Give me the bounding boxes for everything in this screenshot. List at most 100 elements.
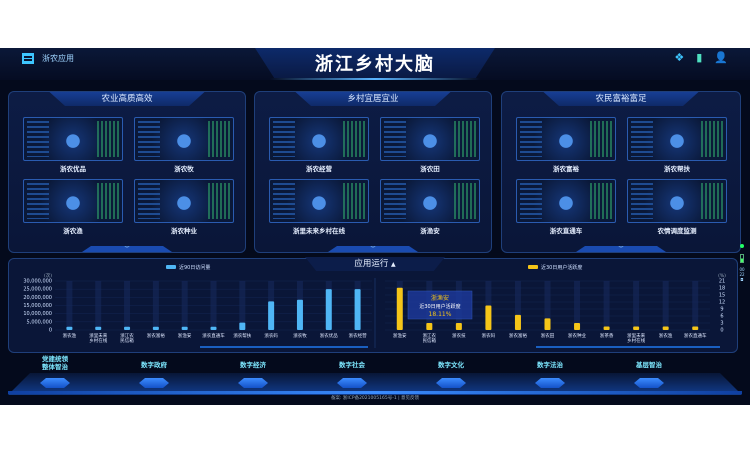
apps-button[interactable]: 浙农应用 <box>22 53 74 64</box>
bar-track <box>544 281 551 330</box>
panel-title: 农业高质高效 <box>49 92 205 106</box>
y-tick-label: 10,000,000 <box>23 311 52 317</box>
title-banner <box>255 48 495 78</box>
app-thumbnail <box>269 179 369 223</box>
y-tick-label: 3 <box>720 321 723 327</box>
divider <box>270 78 480 80</box>
user-icon[interactable]: 👤 <box>714 51 728 64</box>
x-tick-label: 浙农富裕 <box>147 332 165 339</box>
app-thumbnail <box>269 117 369 161</box>
battery-icon <box>740 254 744 263</box>
y-tick-label: 20,000,000 <box>23 295 52 301</box>
bar-track <box>66 281 73 330</box>
app-card[interactable]: 浙里未来乡村在线 <box>269 179 369 235</box>
expand-chevron-icon[interactable]: ︾ <box>328 246 418 252</box>
app-card[interactable]: 浙农经营 <box>269 117 369 173</box>
app-card[interactable]: 浙农田 <box>380 117 480 173</box>
app-card-label: 浙农帮扶 <box>664 165 690 173</box>
app-thumbnail <box>380 117 480 161</box>
scrollbar[interactable] <box>536 346 720 348</box>
status-dot <box>740 244 744 248</box>
x-tick-label: 浙农渔 <box>63 332 77 339</box>
x-tick-label: 浙农优品 <box>320 332 338 339</box>
app-card-label: 浙农优品 <box>60 165 86 173</box>
y-tick-label: 30,000,000 <box>23 279 52 285</box>
x-tick-label: 浙里未来乡村在线 <box>627 332 645 344</box>
x-tick-label: 浙农牧 <box>293 332 307 339</box>
expand-chevron-icon[interactable]: ︾ <box>576 246 666 252</box>
app-card[interactable]: 浙农种业 <box>134 179 234 235</box>
x-tick-label: 浙江农民信箱 <box>120 332 134 344</box>
legend-swatch <box>528 265 538 269</box>
app-card[interactable]: 浙农牧 <box>134 117 234 173</box>
bar <box>325 289 332 330</box>
app-card[interactable]: 浙农优品 <box>23 117 123 173</box>
app-card[interactable]: 农情调度监测 <box>627 179 727 235</box>
app-card-label: 浙农牧 <box>174 165 194 173</box>
app-card[interactable]: 浙渔安 <box>380 179 480 235</box>
tooltip-title: 浙渔安 <box>431 294 449 302</box>
bar-track <box>95 281 102 330</box>
tooltip-label: 近30日用户活跃度 <box>419 303 460 310</box>
y-tick-label: 0 <box>720 328 723 334</box>
app-card[interactable]: 浙农帮扶 <box>627 117 727 173</box>
nav-pedestal-icon <box>139 378 169 388</box>
section-title-text: 应用运行 <box>354 259 389 269</box>
x-tick-label: 浙渔安 <box>393 332 407 339</box>
app-card-label: 浙里未来乡村在线 <box>293 227 345 235</box>
nav-stage-edge <box>8 391 742 394</box>
y-tick-label: 18 <box>719 286 725 292</box>
app-card[interactable]: 浙农直通车 <box>516 179 616 235</box>
nav-item[interactable]: 基层智治 <box>636 361 662 369</box>
app-thumbnail <box>516 117 616 161</box>
app-thumbnail <box>23 117 123 161</box>
nav-item[interactable]: 数字法治 <box>537 361 563 369</box>
bar <box>692 326 699 330</box>
tablet-icon[interactable]: ▮ <box>696 51 703 64</box>
app-card-label: 农情调度监测 <box>657 227 697 235</box>
bar <box>426 323 433 330</box>
app-card-label: 浙农种业 <box>171 227 197 235</box>
bar <box>396 287 403 330</box>
bar-track <box>633 281 640 330</box>
nav-item[interactable]: 数字文化 <box>438 361 464 369</box>
camera-icon[interactable]: ◘ <box>740 277 744 282</box>
page-title: 浙江乡村大脑 <box>315 54 435 75</box>
nav-item[interactable]: 数字经济 <box>240 361 266 369</box>
bar <box>485 305 492 330</box>
network-icon[interactable]: ❖ <box>674 51 685 64</box>
nav-item[interactable]: 党建统领 整体智治 <box>42 355 68 371</box>
bar <box>514 314 521 330</box>
y-unit: (次) <box>44 272 52 279</box>
bar <box>544 318 551 330</box>
x-tick-label: 浙农田 <box>541 332 555 339</box>
panel-1: 农业高质高效浙农优品 浙农牧浙农渔 浙农种业 ︾ <box>8 91 246 253</box>
expand-chevron-icon[interactable]: ︾ <box>82 246 172 252</box>
y-tick-label: 9 <box>720 307 723 313</box>
nav-item[interactable]: 数字政府 <box>141 361 167 369</box>
app-card-label: 浙农经营 <box>306 165 332 173</box>
panel-3: 农民富裕富足 浙农富裕 浙农帮扶 浙农直通车 农情调度监测 ︾ <box>501 91 741 253</box>
app-card[interactable]: 浙农渔 <box>23 179 123 235</box>
app-thumbnail <box>516 179 616 223</box>
nav-item[interactable]: 数字社会 <box>339 361 365 369</box>
footer: 备案: 浙ICP备2021005165号-1 | 意见反馈 <box>330 396 420 401</box>
section-title[interactable]: 应用运行 ▲ <box>305 257 445 271</box>
x-tick-label: 浙渔安 <box>178 332 192 339</box>
bar <box>354 289 361 330</box>
bar <box>181 326 188 330</box>
bar <box>95 326 102 330</box>
app-thumbnail <box>627 179 727 223</box>
scrollbar[interactable] <box>200 346 368 348</box>
x-tick-label: 浙茶香 <box>600 332 614 339</box>
app-card[interactable]: 浙农富裕 <box>516 117 616 173</box>
bar-track <box>603 281 610 330</box>
y-tick-label: 15,000,000 <box>23 303 52 309</box>
bar <box>152 326 159 330</box>
x-tick-label: 浙农富裕 <box>509 332 527 339</box>
app-card-label: 浙农直通车 <box>549 227 583 235</box>
bar <box>633 326 640 330</box>
bar-track <box>152 281 159 330</box>
app-card-label: 浙农渔 <box>63 227 83 235</box>
bar <box>296 299 303 330</box>
